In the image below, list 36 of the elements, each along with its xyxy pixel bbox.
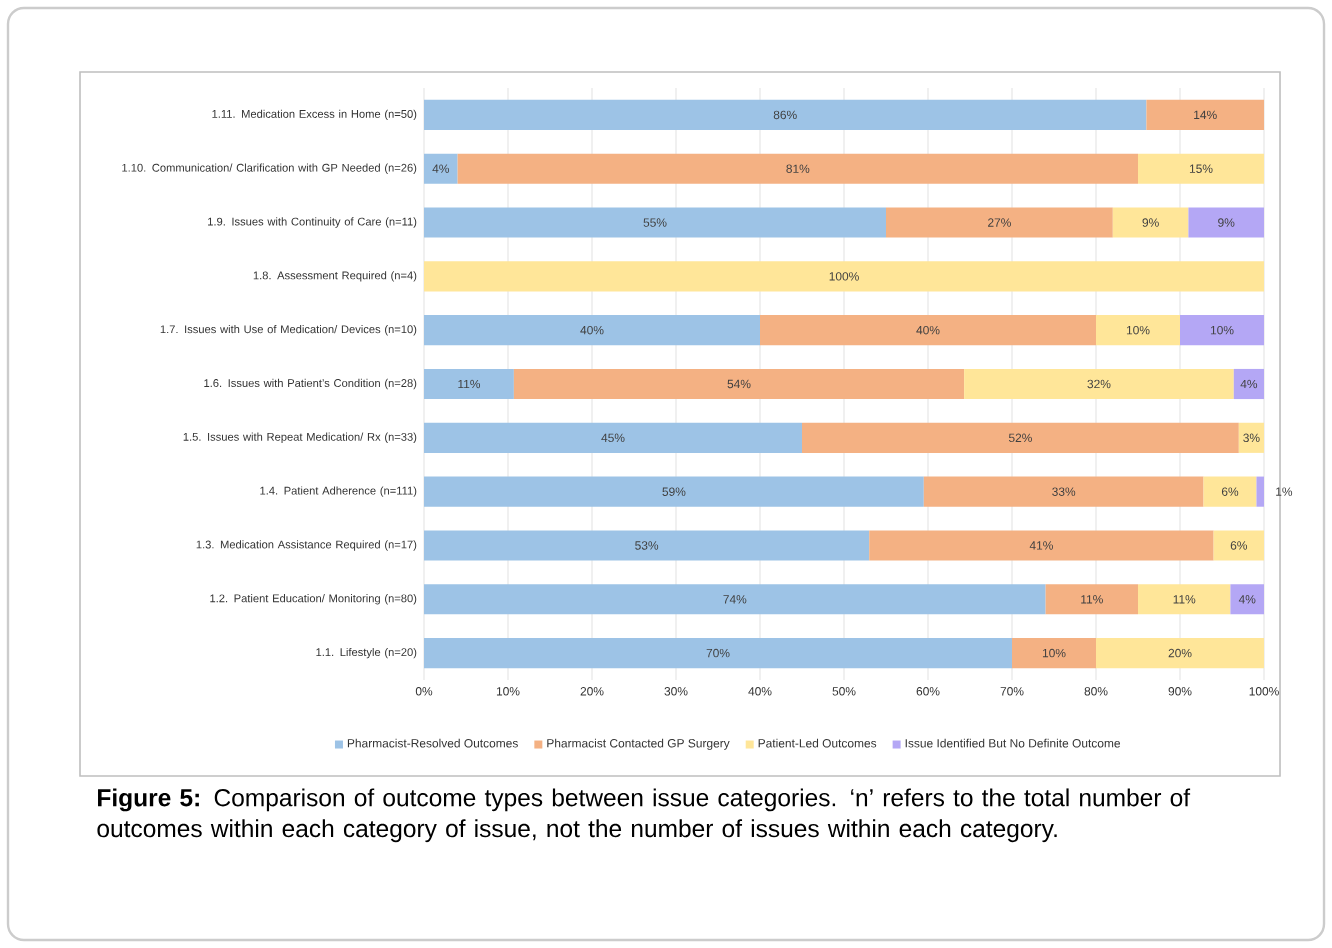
bar: [424, 153, 458, 184]
bar: [1096, 638, 1265, 669]
bar: [1045, 584, 1139, 615]
bar: [1138, 153, 1265, 184]
bar: [424, 315, 760, 346]
bar: [1138, 584, 1231, 615]
bar: [964, 368, 1234, 400]
bar: [1096, 315, 1181, 346]
bar: [457, 153, 1139, 184]
bar: [1238, 422, 1265, 453]
bar: [424, 99, 1147, 130]
bar: [424, 368, 514, 400]
bar: [424, 476, 924, 507]
bar: [1213, 530, 1265, 561]
bar: [424, 261, 1265, 292]
bar: [1203, 476, 1257, 507]
bar: [760, 315, 1097, 346]
bar: [1188, 207, 1265, 238]
bar: [923, 476, 1204, 507]
text: Figure 5: Comparison of outcome types between issue categories. ‘n’ refers to the total number of outcomes within each category of issue, not the number of issues within each category.: [97, 788, 1191, 843]
bar: [1180, 315, 1265, 346]
bar: [802, 422, 1239, 453]
bar: [1233, 368, 1265, 400]
bar: [424, 638, 1013, 669]
bar: [1256, 476, 1265, 507]
bar: [513, 368, 965, 400]
bar: [424, 422, 803, 453]
bar: [886, 207, 1113, 238]
bar: [1012, 638, 1097, 669]
bar: [1112, 207, 1189, 238]
bar: [1146, 99, 1265, 130]
bar: [424, 530, 870, 561]
bar: [1230, 584, 1265, 615]
bar: [424, 207, 887, 238]
bar: [869, 530, 1214, 561]
bar: [424, 584, 1046, 615]
